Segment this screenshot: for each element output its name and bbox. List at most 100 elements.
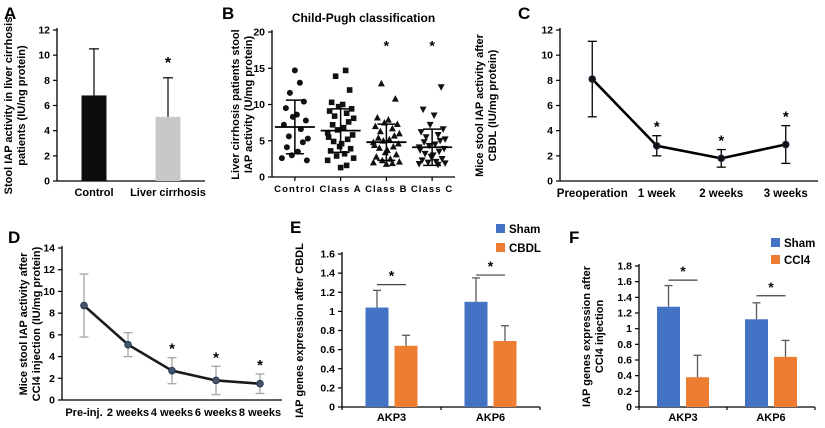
svg-text:CCl4: CCl4: [784, 255, 811, 267]
svg-text:0: 0: [329, 402, 335, 414]
svg-text:Pre-inj.: Pre-inj.: [65, 407, 102, 419]
svg-text:AKP3: AKP3: [377, 412, 406, 424]
svg-text:AKP6: AKP6: [476, 412, 505, 424]
svg-text:AKP3: AKP3: [668, 412, 697, 424]
svg-text:10: 10: [38, 50, 50, 62]
panel-D: D 0 2 4 6 8 10 12 14 Mice stool IAP activity aft…: [0, 214, 288, 428]
svg-text:CBDL: CBDL: [509, 243, 541, 255]
svg-text:CCl4 injection (IU/mg protein): CCl4 injection (IU/mg protein): [31, 246, 43, 401]
svg-text:8 weeks: 8 weeks: [239, 407, 281, 419]
svg-text:10: 10: [43, 286, 55, 298]
svg-text:*: *: [389, 268, 395, 284]
svg-text:IAP activity (U/mg protein): IAP activity (U/mg protein): [243, 36, 255, 174]
svg-text:Preoperation: Preoperation: [557, 188, 628, 200]
svg-text:*: *: [165, 55, 172, 72]
svg-text:1: 1: [626, 323, 632, 335]
svg-text:*: *: [768, 279, 774, 295]
svg-text:12: 12: [43, 264, 55, 276]
svg-text:1.2: 1.2: [617, 308, 632, 320]
svg-text:AKP6: AKP6: [756, 412, 785, 424]
svg-text:Control: Control: [274, 184, 315, 195]
svg-text:*: *: [488, 258, 494, 274]
svg-text:IAP genes expression after: IAP genes expression after: [581, 265, 593, 407]
svg-text:*: *: [384, 38, 390, 54]
svg-text:4: 4: [547, 125, 553, 137]
panel-E-chart: 0 0.2 0.4 0.6 0.8 1 1.2 1.4 1.6 IAP genes express…: [294, 224, 541, 424]
svg-text:2: 2: [547, 150, 553, 162]
svg-text:15: 15: [253, 63, 265, 75]
svg-text:14: 14: [43, 243, 55, 255]
panel-F: F 0 0.2 0.4 0.6 0.8 1 1.2 1.4 1.6 1.8 IAP genes ex…: [557, 214, 825, 428]
svg-text:Liver cirrhosis patients stool: Liver cirrhosis patients stool: [230, 29, 242, 179]
svg-text:Child-Pugh classification: Child-Pugh classification: [292, 11, 435, 25]
svg-text:10: 10: [541, 50, 553, 62]
panel-B: B 0 5 10 15 20 Liver cirrhosis patients stool…: [212, 0, 462, 214]
svg-text:*: *: [169, 341, 175, 358]
svg-text:1.4: 1.4: [320, 268, 335, 280]
svg-text:2: 2: [44, 150, 50, 162]
svg-text:4: 4: [49, 351, 55, 363]
svg-text:20: 20: [253, 27, 265, 39]
svg-text:*: *: [718, 133, 724, 150]
svg-text:Class B: Class B: [365, 184, 408, 195]
svg-text:6: 6: [547, 100, 553, 112]
svg-text:1: 1: [329, 306, 335, 318]
svg-text:2 weeks: 2 weeks: [107, 407, 149, 419]
svg-text:0.8: 0.8: [617, 339, 632, 351]
panel-E: E 0 0.2 0.4 0.6 0.8 1 1.2 1.4 1.6 IAP genes expre…: [288, 214, 557, 428]
svg-text:8: 8: [547, 75, 553, 87]
svg-text:0.8: 0.8: [320, 325, 335, 337]
panel-B-chart: 0 5 10 15 20 Liver cirrhosis patients stool IA…: [230, 11, 455, 195]
svg-text:1.2: 1.2: [320, 287, 335, 299]
svg-text:*: *: [680, 263, 686, 279]
svg-text:0.6: 0.6: [320, 344, 335, 356]
svg-text:0.2: 0.2: [617, 386, 632, 398]
svg-text:Mice stool IAP activity after: Mice stool IAP activity after: [474, 33, 486, 177]
svg-text:CCl4 injection: CCl4 injection: [594, 300, 606, 374]
svg-text:8: 8: [44, 75, 50, 87]
panel-C-chart: 0 2 4 6 8 10 12 Mice stool IAP activity after CB…: [474, 25, 818, 200]
svg-text:*: *: [213, 349, 219, 366]
svg-text:4 weeks: 4 weeks: [151, 407, 193, 419]
svg-text:1.6: 1.6: [617, 276, 632, 288]
svg-text:2 weeks: 2 weeks: [699, 188, 743, 200]
svg-text:2: 2: [49, 373, 55, 385]
svg-text:Class A: Class A: [320, 184, 362, 195]
panel-D-letter: D: [8, 228, 21, 247]
panel-D-chart: 0 2 4 6 8 10 12 14 Mice stool IAP activity after…: [18, 243, 282, 419]
svg-text:0: 0: [259, 172, 265, 184]
svg-text:6: 6: [49, 329, 55, 341]
svg-text:*: *: [654, 119, 660, 136]
svg-text:Sham: Sham: [509, 224, 540, 236]
svg-text:8: 8: [49, 308, 55, 320]
panel-C-letter: C: [518, 4, 531, 23]
svg-text:0.4: 0.4: [320, 363, 335, 375]
panel-E-letter: E: [290, 218, 302, 237]
svg-text:*: *: [257, 357, 263, 374]
panel-F-letter: F: [569, 228, 580, 247]
svg-text:4: 4: [44, 125, 50, 137]
panel-A-chart: 0 2 4 6 8 10 12 Stool IAP activity in liver cir…: [3, 17, 206, 199]
svg-text:*: *: [429, 38, 435, 54]
svg-text:0.4: 0.4: [617, 370, 632, 382]
panel-F-chart: 0 0.2 0.4 0.6 0.8 1 1.2 1.4 1.6 1.8 IAP genes expr…: [581, 238, 816, 424]
svg-text:Sham: Sham: [784, 238, 815, 250]
svg-text:patients (IU/ng protein): patients (IU/ng protein): [16, 45, 28, 166]
svg-text:IAP genes expression after CBD: IAP genes expression after CBDL: [294, 243, 306, 418]
svg-text:3 weeks: 3 weeks: [764, 188, 808, 200]
svg-text:10: 10: [253, 99, 265, 111]
panel-A: A 0 2 4 6 8 10 12 Stool IAP activity in liver c…: [0, 0, 212, 214]
svg-text:0: 0: [547, 176, 553, 188]
svg-text:0: 0: [626, 402, 632, 414]
svg-text:CBDL (IU/mg protein): CBDL (IU/mg protein): [487, 49, 499, 161]
panel-C: C 0 2 4 6 8 10 12 Mice stool IAP activity after…: [462, 0, 825, 214]
svg-text:1.4: 1.4: [617, 292, 632, 304]
svg-text:12: 12: [541, 25, 553, 37]
svg-text:0: 0: [49, 395, 55, 407]
svg-text:Stool IAP activity in liver ci: Stool IAP activity in liver cirrhosis: [3, 17, 15, 195]
svg-text:Liver cirrhosis: Liver cirrhosis: [130, 187, 206, 199]
svg-text:5: 5: [259, 135, 265, 147]
svg-text:*: *: [783, 109, 789, 126]
svg-text:12: 12: [38, 25, 50, 37]
